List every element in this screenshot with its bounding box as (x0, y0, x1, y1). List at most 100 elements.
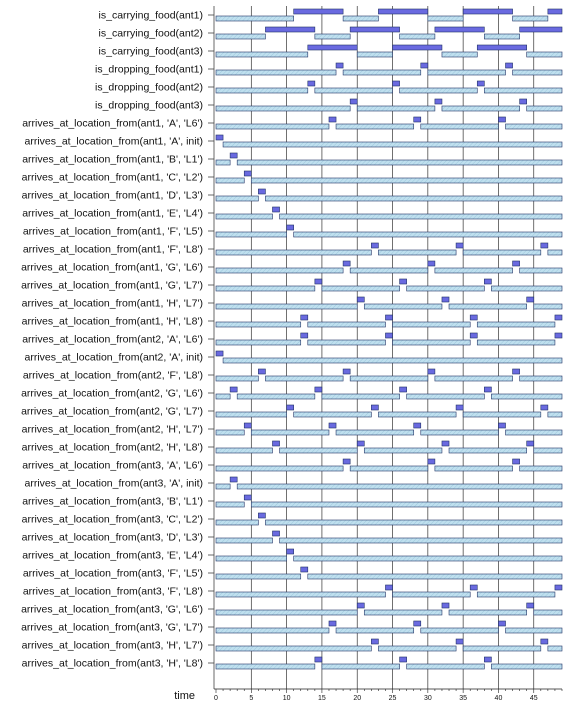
false-interval-bar (462, 411, 542, 418)
row-label: arrives_at_location_from(ant3, 'A', 'L6'… (22, 460, 203, 472)
false-interval-bar (533, 447, 563, 454)
row-label: arrives_at_location_from(ant1, 'E', 'L4'… (22, 208, 203, 220)
true-interval-bar (413, 620, 422, 627)
x-tick-label: 15 (318, 695, 326, 702)
false-interval-bar (215, 69, 337, 76)
row-label: arrives_at_location_from(ant2, 'H', 'L7'… (22, 424, 203, 436)
x-axis: time 0 5 10 15 20 25 30 35 40 45 (174, 688, 563, 702)
true-interval-bar (272, 530, 280, 537)
row-label: is_carrying_food(ant2) (99, 28, 203, 40)
false-interval-bar (420, 429, 499, 436)
true-interval-bar (526, 296, 535, 303)
true-interval-bar (342, 260, 351, 267)
true-interval-bar (392, 80, 400, 87)
false-interval-bar (215, 123, 330, 130)
x-axis-title: time (174, 690, 195, 702)
false-interval-bar (462, 645, 542, 652)
true-interval-bar (328, 116, 337, 123)
true-interval-bar (469, 314, 478, 321)
true-interval-bar (356, 602, 365, 609)
false-interval-bar (363, 303, 443, 310)
true-interval-bar (272, 440, 280, 447)
true-interval-bar (293, 8, 344, 15)
timeline-row: is_carrying_food(ant2) (99, 26, 563, 40)
row-label: arrives_at_location_from(ant2, 'F', 'L8'… (23, 370, 203, 382)
true-interval-bar (300, 314, 309, 321)
false-interval-bar (335, 627, 415, 634)
false-interval-bar (399, 87, 478, 94)
false-interval-bar (215, 51, 309, 58)
timeline-row: arrives_at_location_from(ant1, 'H', 'L8'… (22, 314, 563, 328)
true-interval-bar (371, 242, 379, 249)
false-interval-bar (462, 249, 542, 256)
false-interval-bar (215, 267, 344, 274)
false-interval-bar (519, 267, 563, 274)
row-label: arrives_at_location_from(ant2, 'A', init… (24, 352, 203, 364)
row-label: is_dropping_food(ant3) (95, 100, 203, 112)
false-interval-bar (215, 249, 372, 256)
row-label: arrives_at_location_from(ant3, 'E', 'L4'… (22, 550, 203, 562)
true-interval-bar (519, 26, 563, 33)
false-interval-bar (335, 123, 415, 130)
timeline-rows: is_carrying_food(ant1) is_carrying_food(a… (21, 8, 563, 670)
x-tick-label: 45 (530, 695, 538, 702)
true-interval-bar (462, 8, 513, 15)
timeline-row: arrives_at_location_from(ant1, 'A', init… (24, 134, 563, 148)
row-label: arrives_at_location_from(ant3, 'G', 'L6'… (21, 604, 203, 616)
true-interval-bar (540, 404, 549, 411)
true-interval-bar (455, 404, 464, 411)
timeline-row: arrives_at_location_from(ant2, 'F', 'L8'… (23, 368, 563, 382)
row-label: arrives_at_location_from(ant3, 'G', 'L7'… (21, 622, 203, 634)
false-interval-bar (215, 465, 344, 472)
true-interval-bar (554, 584, 563, 591)
true-interval-bar (427, 458, 436, 465)
false-interval-bar (363, 447, 443, 454)
false-interval-bar (342, 69, 422, 76)
false-interval-bar (236, 393, 316, 400)
x-tick-label: 25 (389, 695, 397, 702)
false-interval-bar (251, 429, 330, 436)
row-label: is_dropping_food(ant1) (95, 64, 203, 76)
true-interval-bar (243, 494, 252, 501)
false-interval-bar (222, 141, 563, 148)
false-interval-bar (215, 213, 273, 220)
timeline-row: arrives_at_location_from(ant3, 'F', 'L5'… (23, 566, 563, 580)
x-tick-label: 35 (459, 695, 467, 702)
false-interval-bar (484, 33, 520, 40)
false-interval-bar (215, 429, 245, 436)
row-label: arrives_at_location_from(ant2, 'G', 'L6'… (21, 388, 203, 400)
false-interval-bar (215, 609, 358, 616)
false-interval-bar (251, 177, 563, 184)
row-label: arrives_at_location_from(ant3, 'A', init… (24, 478, 203, 490)
false-interval-bar (526, 51, 563, 58)
false-interval-bar (356, 105, 436, 112)
false-interval-bar (349, 267, 429, 274)
false-interval-bar (314, 33, 351, 40)
false-interval-bar (406, 663, 485, 670)
true-interval-bar (349, 26, 400, 33)
true-interval-bar (434, 26, 485, 33)
true-interval-bar (243, 422, 252, 429)
false-interval-bar (215, 573, 302, 580)
false-interval-bar (215, 447, 273, 454)
false-interval-bar (215, 627, 330, 634)
timeline-row: arrives_at_location_from(ant2, 'A', 'L6'… (22, 332, 563, 346)
true-interval-bar (505, 62, 513, 69)
row-label: is_dropping_food(ant2) (95, 82, 203, 94)
false-interval-bar (215, 159, 231, 166)
false-interval-bar (251, 501, 563, 508)
timeline-row: is_dropping_food(ant2) (95, 80, 563, 94)
false-interval-bar (215, 483, 231, 490)
false-interval-bar (356, 51, 393, 58)
timeline-row: arrives_at_location_from(ant2, 'G', 'L6'… (21, 386, 563, 400)
true-interval-bar (540, 242, 549, 249)
false-interval-bar (279, 447, 358, 454)
true-interval-bar (215, 134, 224, 141)
false-interval-bar (215, 231, 287, 238)
false-interval-bar (434, 267, 513, 274)
true-interval-bar (314, 656, 323, 663)
timeline-row: arrives_at_location_from(ant2, 'H', 'L7'… (22, 422, 563, 436)
false-interval-bar (265, 195, 563, 202)
true-interval-bar (307, 80, 316, 87)
row-label: arrives_at_location_from(ant3, 'B', 'L1'… (22, 496, 203, 508)
